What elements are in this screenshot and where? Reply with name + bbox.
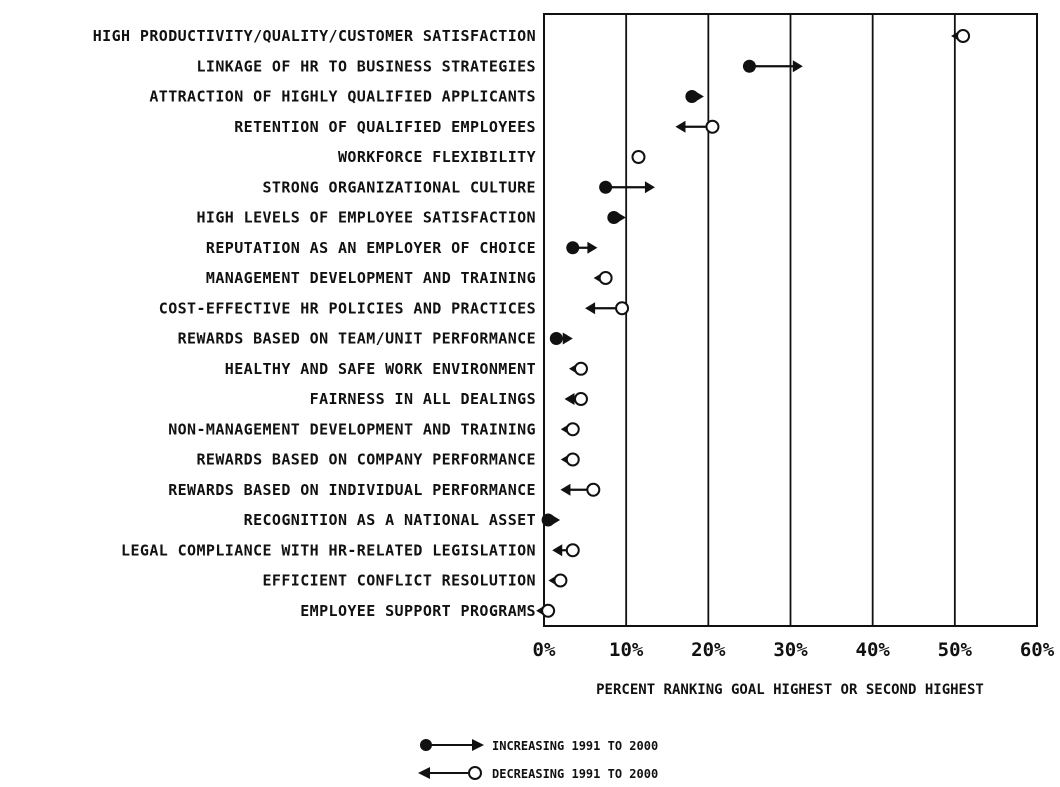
legend-label: INCREASING 1991 TO 2000 <box>492 739 658 753</box>
data-row <box>607 211 626 224</box>
change-arrow-head <box>585 302 596 315</box>
category-label: RECOGNITION AS A NATIONAL ASSET <box>244 511 536 529</box>
category-label: REWARDS BASED ON INDIVIDUAL PERFORMANCE <box>168 481 536 499</box>
point-1991 <box>615 301 630 316</box>
legend-label: DECREASING 1991 TO 2000 <box>492 767 658 781</box>
legend-arrow-head <box>418 767 430 779</box>
grid-lines <box>625 14 956 626</box>
category-label: LINKAGE OF HR TO BUSINESS STRATEGIES <box>196 57 536 75</box>
data-row <box>564 392 588 406</box>
point-1991 <box>541 603 556 618</box>
category-label: HEALTHY AND SAFE WORK ENVIRONMENT <box>225 360 536 378</box>
x-axis-title: PERCENT RANKING GOAL HIGHEST OR SECOND H… <box>596 682 984 698</box>
x-tick-label: 10% <box>609 639 644 661</box>
change-arrow-head <box>564 393 575 405</box>
point-1991 <box>565 452 580 467</box>
category-label: REPUTATION AS AN EMPLOYER OF CHOICE <box>206 239 536 257</box>
data-row <box>568 361 588 376</box>
legend-item: DECREASING 1991 TO 2000 <box>418 766 658 781</box>
point-1991 <box>599 180 613 194</box>
point-1991 <box>573 361 588 376</box>
point-1991 <box>742 59 756 73</box>
category-label: REWARDS BASED ON TEAM/UNIT PERFORMANCE <box>178 330 536 348</box>
legend-marker <box>420 739 432 751</box>
data-row <box>951 29 971 43</box>
category-label: LEGAL COMPLIANCE WITH HR-RELATED LEGISLA… <box>121 541 536 559</box>
data-row <box>560 422 580 437</box>
category-label: REWARDS BASED ON COMPANY PERFORMANCE <box>196 451 536 469</box>
change-arrow-head <box>644 181 655 194</box>
category-label: MANAGEMENT DEVELOPMENT AND TRAINING <box>206 269 536 287</box>
point-1991 <box>631 150 646 164</box>
point-1991 <box>541 513 555 527</box>
legend-arrow-head <box>472 739 484 751</box>
data-row <box>560 482 601 497</box>
change-arrow-head <box>562 332 573 345</box>
category-label: NON-MANAGEMENT DEVELOPMENT AND TRAINING <box>168 420 536 438</box>
point-1991 <box>598 271 613 285</box>
x-tick-label: 30% <box>773 639 808 661</box>
data-row <box>631 150 646 164</box>
point-1991 <box>565 422 580 437</box>
category-labels: HIGH PRODUCTIVITY/QUALITY/CUSTOMER SATIS… <box>93 27 536 620</box>
category-label: EFFICIENT CONFLICT RESOLUTION <box>263 572 537 590</box>
point-1991 <box>956 29 971 43</box>
category-label: RETENTION OF QUALIFIED EMPLOYEES <box>234 118 536 136</box>
change-arrow-head <box>560 483 571 496</box>
data-row <box>548 573 568 588</box>
change-arrow-head <box>675 120 686 133</box>
category-label: EMPLOYEE SUPPORT PROGRAMS <box>300 602 536 620</box>
x-tick-label: 40% <box>856 639 891 661</box>
point-1991 <box>586 482 601 497</box>
legend-item: INCREASING 1991 TO 2000 <box>420 739 658 753</box>
x-tick-label: 0% <box>533 639 556 661</box>
category-label: WORKFORCE FLEXIBILITY <box>338 148 536 166</box>
change-arrow-head <box>552 544 563 557</box>
category-label: COST-EFFECTIVE HR POLICIES AND PRACTICES <box>159 299 536 317</box>
point-1991 <box>705 119 720 134</box>
x-tick-label: 60% <box>1020 639 1055 661</box>
point-1991 <box>685 90 699 103</box>
data-row <box>560 452 580 467</box>
change-arrow-head <box>587 241 598 254</box>
change-arrow-head <box>792 60 803 73</box>
x-tick-labels: 0% 10% 20% 30% 40% 50% 60% <box>533 639 1055 661</box>
category-label: FAIRNESS IN ALL DEALINGS <box>310 390 536 408</box>
legend: INCREASING 1991 TO 2000 DECREASING 1991 T… <box>418 739 658 781</box>
x-tick-label: 20% <box>691 639 726 661</box>
legend-marker <box>468 766 482 780</box>
point-1991 <box>549 332 563 345</box>
data-row <box>585 301 630 316</box>
point-1991 <box>553 573 568 588</box>
category-label: STRONG ORGANIZATIONAL CULTURE <box>263 178 537 196</box>
data-row <box>552 543 580 558</box>
category-label: HIGH PRODUCTIVITY/QUALITY/CUSTOMER SATIS… <box>93 27 536 45</box>
data-row <box>549 332 573 345</box>
data-row <box>541 513 561 527</box>
point-1991 <box>566 241 580 255</box>
x-tick-label: 50% <box>938 639 973 661</box>
point-1991 <box>573 392 588 406</box>
category-label: ATTRACTION OF HIGHLY QUALIFIED APPLICANT… <box>149 88 536 106</box>
category-label: HIGH LEVELS OF EMPLOYEE SATISFACTION <box>196 209 536 227</box>
point-1991 <box>607 211 621 224</box>
data-row <box>742 59 803 73</box>
data-row <box>599 180 655 194</box>
data-row <box>566 241 598 255</box>
data-row <box>593 271 613 285</box>
data-row <box>675 119 720 134</box>
data-row <box>685 90 704 103</box>
point-1991 <box>565 543 580 558</box>
data-row <box>536 603 556 618</box>
data-marks <box>536 29 971 618</box>
